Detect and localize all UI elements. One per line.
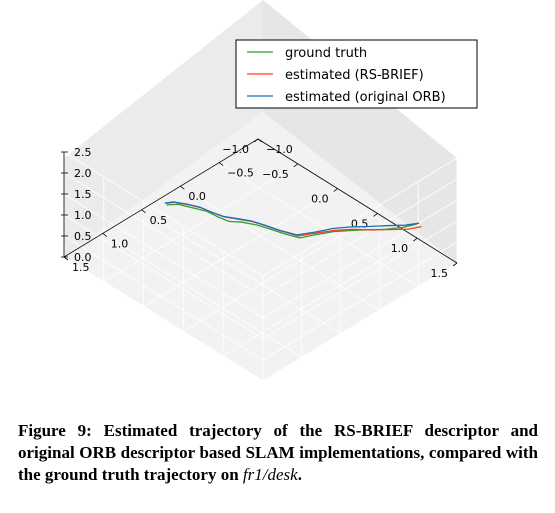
y-tick-label: 0.5: [150, 214, 168, 227]
z-tick-label: 1.0: [74, 209, 92, 222]
x-tick-mark: [333, 188, 338, 192]
x-tick-label: −1.0: [222, 143, 249, 156]
axes: −1.0 −0.5 0.0 0.5 1.0 1.5 −1.0 −0.5 0.0 0.5 1.0 1.5…: [61, 138, 458, 280]
x-tick-label: 0.0: [311, 193, 329, 206]
grid-line-floor-x: [103, 163, 299, 283]
y-tick-label: −0.5: [227, 167, 254, 180]
x-axis-line: [257, 138, 458, 264]
grid-line-z: [63, 256, 458, 382]
left-back-pane: [64, 0, 263, 257]
grid-line-floor-y: [218, 162, 419, 287]
grid-line-floor-y: [141, 209, 341, 335]
floor-pane: [64, 112, 457, 381]
grid-line-z: [63, 193, 458, 319]
y-tick-label: 0.0: [188, 190, 206, 203]
grid-lines: [63, 138, 458, 382]
legend-box: [235, 39, 478, 109]
legend: ground truth estimated (RS-BRIEF) estima…: [235, 39, 478, 109]
y-tick-label: 1.5: [72, 261, 90, 274]
z-tick-label: 0.5: [74, 230, 92, 243]
grid-line-z: [63, 235, 458, 361]
caption-dataset-name: fr1/desk: [242, 465, 298, 484]
z-tick-label: 2.5: [74, 146, 92, 159]
x-tick-mark: [452, 262, 458, 267]
y-tick-mark: [63, 256, 69, 261]
x-tick-mark: [293, 163, 299, 168]
series-group: [164, 201, 422, 239]
z-tick-label: 0.0: [74, 251, 92, 264]
x-tick-label: 0.5: [351, 217, 369, 230]
trajectory-3d-chart: −1.0 −0.5 0.0 0.5 1.0 1.5 −1.0 −0.5 0.0 0.5 1.0 1.5…: [61, 0, 478, 382]
grid-line-z: [63, 172, 458, 298]
grid-line-floor-y: [102, 233, 303, 358]
series-line-2: [164, 201, 420, 236]
legend-label-ground-truth: ground truth: [285, 46, 367, 61]
grid-line-floor-x: [143, 188, 338, 307]
caption-end: .: [297, 465, 302, 484]
y-tick-mark: [180, 185, 185, 190]
y-tick-mark: [218, 162, 224, 166]
x-tick-mark: [412, 237, 418, 242]
grid-line-floor-y: [180, 185, 380, 311]
grid-line-floor-x: [222, 237, 418, 357]
legend-label-rs-brief: estimated (RS-BRIEF): [285, 68, 424, 83]
y-tick-label: 1.0: [111, 237, 129, 250]
caption-text: Figure 9: Estimated trajectory of the RS…: [18, 421, 538, 484]
y-axis-line: [63, 138, 259, 258]
z-tick-label: 2.0: [74, 167, 92, 180]
grid-line-z: [63, 151, 458, 277]
x-tick-mark: [253, 138, 259, 143]
x-tick-label: 1.5: [431, 267, 449, 280]
x-tick-label: 1.0: [391, 242, 409, 255]
grid-line-z: [63, 214, 458, 340]
grid-line-floor-x: [183, 213, 378, 332]
y-tick-mark: [141, 209, 146, 214]
y-tick-label: −1.0: [266, 143, 293, 156]
legend-label-original-orb: estimated (original ORB): [285, 90, 446, 105]
figure-caption: Figure 9: Estimated trajectory of the RS…: [18, 420, 538, 486]
z-tick-label: 1.5: [74, 188, 92, 201]
y-tick-mark: [102, 233, 108, 237]
x-tick-label: −0.5: [262, 168, 289, 181]
x-tick-mark: [373, 213, 378, 217]
y-tick-mark: [257, 138, 263, 143]
